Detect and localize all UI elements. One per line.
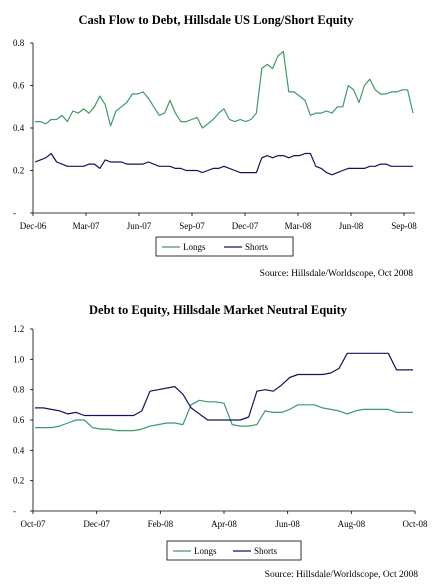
x-tick-label: Dec-07: [83, 519, 110, 529]
x-tick-label: Jun-08: [275, 519, 300, 529]
series-line-shorts: [35, 352, 413, 421]
y-tick-label: -: [13, 208, 16, 218]
source-note: Source: Hillsdale/Worldscope, Oct 2008: [265, 570, 419, 580]
cash-flow-to-debt-chart: Cash Flow to Debt, Hillsdale US Long/Sho…: [0, 0, 432, 290]
x-tick-label: Jun-08: [339, 221, 364, 231]
legend-label-longs: Longs: [194, 546, 217, 556]
y-tick-label: 0.4: [13, 123, 25, 133]
y-tick-label: 0.6: [13, 81, 25, 91]
x-tick-label: Oct-08: [403, 519, 428, 529]
x-tick-label: Feb-08: [148, 519, 174, 529]
y-tick-label: 0.4: [13, 445, 25, 455]
series-line-shorts: [34, 152, 413, 176]
chart-legend: Longs Shorts: [166, 540, 302, 561]
x-tick-label: Jun-07: [127, 221, 152, 231]
chart-legend: Longs Shorts: [155, 236, 294, 257]
x-tick-label: Sep-08: [391, 221, 417, 231]
chart-2-svg: Debt to Equity, Hillsdale Market Neutral…: [13, 303, 428, 580]
series-line-longs: [35, 399, 413, 432]
x-tick-label: Aug-08: [338, 519, 366, 529]
chart-1-svg: Cash Flow to Debt, Hillsdale US Long/Sho…: [13, 13, 417, 279]
debt-to-equity-chart: Debt to Equity, Hillsdale Market Neutral…: [0, 292, 432, 584]
y-tick-label: 0.2: [13, 476, 24, 486]
x-tick-label: Oct-07: [21, 519, 46, 529]
y-tick-label: 0.2: [13, 166, 24, 176]
y-tick-label: -: [13, 506, 16, 516]
legend-label-longs: Longs: [183, 242, 206, 252]
chart-title: Cash Flow to Debt, Hillsdale US Long/Sho…: [78, 13, 354, 27]
x-tick-label: Dec-07: [232, 221, 259, 231]
chart-title: Debt to Equity, Hillsdale Market Neutral…: [89, 303, 348, 317]
source-note: Source: Hillsdale/Worldscope, Oct 2008: [260, 269, 414, 279]
x-tick-label: Sep-07: [179, 221, 205, 231]
x-tick-label: Mar-08: [285, 221, 312, 231]
x-tick-label: Apr-08: [211, 519, 237, 529]
y-tick-label: 1.2: [13, 324, 24, 334]
x-tick-label: Mar-07: [73, 221, 100, 231]
y-tick-label: 0.6: [13, 415, 25, 425]
series-line-longs: [35, 50, 414, 129]
y-tick-label: 0.8: [13, 38, 25, 48]
y-tick-label: 0.8: [13, 385, 25, 395]
legend-label-shorts: Shorts: [245, 242, 269, 252]
y-tick-label: 1.0: [13, 354, 25, 364]
legend-label-shorts: Shorts: [254, 546, 278, 556]
x-tick-label: Dec-06: [20, 221, 47, 231]
